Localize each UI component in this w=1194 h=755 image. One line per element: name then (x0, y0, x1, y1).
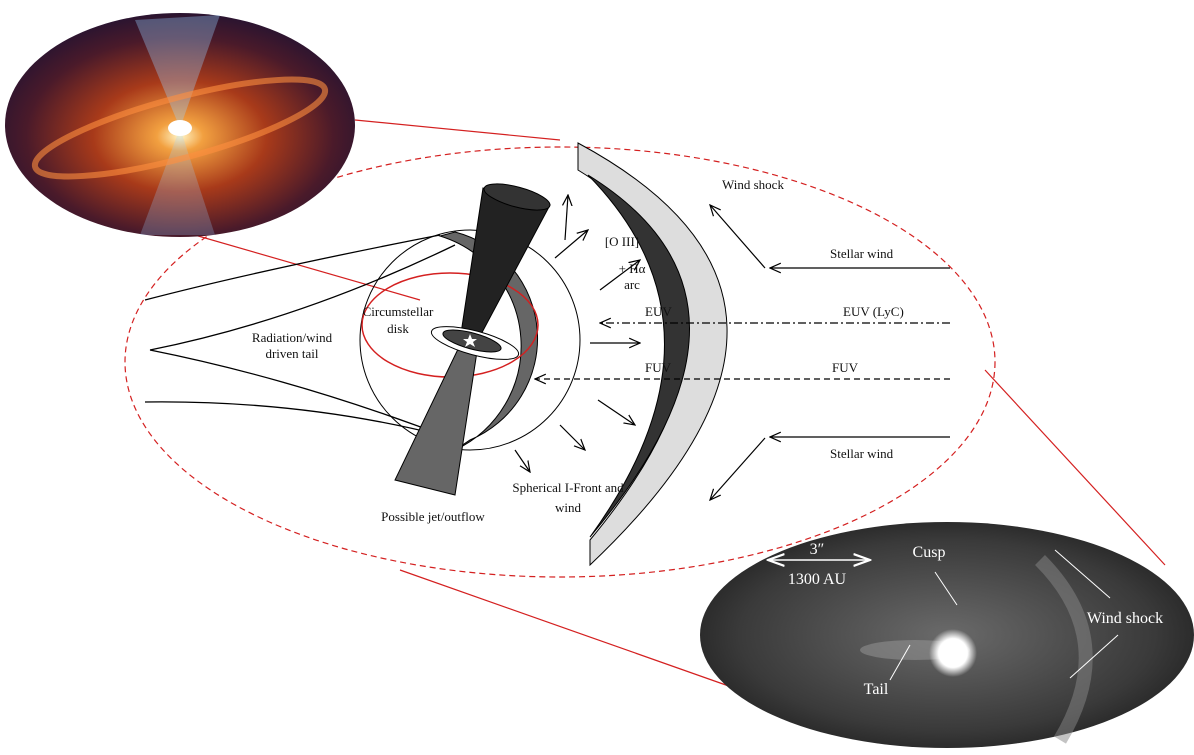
inset-label: Wind shock (1087, 610, 1163, 627)
label: Spherical I-Front and (512, 480, 624, 495)
label: EUV (645, 304, 672, 319)
label: Stellar wind (830, 246, 894, 261)
inset-label: 3″ (810, 541, 825, 558)
zoom-ellipse (124, 146, 996, 578)
ionization-front (587, 174, 690, 538)
label: arc (624, 277, 640, 292)
label: Possible jet/outflow (381, 509, 485, 524)
label: Wind shock (722, 177, 784, 192)
label: Radiation/wind (252, 330, 333, 345)
label: EUV (LyC) (843, 304, 904, 319)
label: + Hα (619, 261, 646, 276)
tail-lines (144, 234, 456, 441)
observation-inset: 3″ 1300 AU Cusp Wind shock Tail (700, 522, 1194, 748)
inset-label: Tail (864, 681, 889, 698)
inset-label: 1300 AU (788, 571, 847, 588)
label: driven tail (265, 346, 318, 361)
inset-label: Cusp (913, 544, 946, 561)
disk-illustration (5, 13, 355, 237)
label: Circumstellar (363, 304, 434, 319)
label: [O III] (605, 234, 639, 249)
jet-bottom (394, 344, 479, 496)
arrows (514, 195, 950, 500)
sphere (359, 229, 581, 451)
label: Stellar wind (830, 446, 894, 461)
wind-shock-shell (577, 142, 728, 567)
connectors (159, 119, 1166, 691)
i-front-shell (438, 231, 539, 451)
label: FUV (832, 360, 859, 375)
label: wind (555, 500, 582, 515)
label: FUV (645, 360, 672, 375)
label: disk (387, 321, 409, 336)
